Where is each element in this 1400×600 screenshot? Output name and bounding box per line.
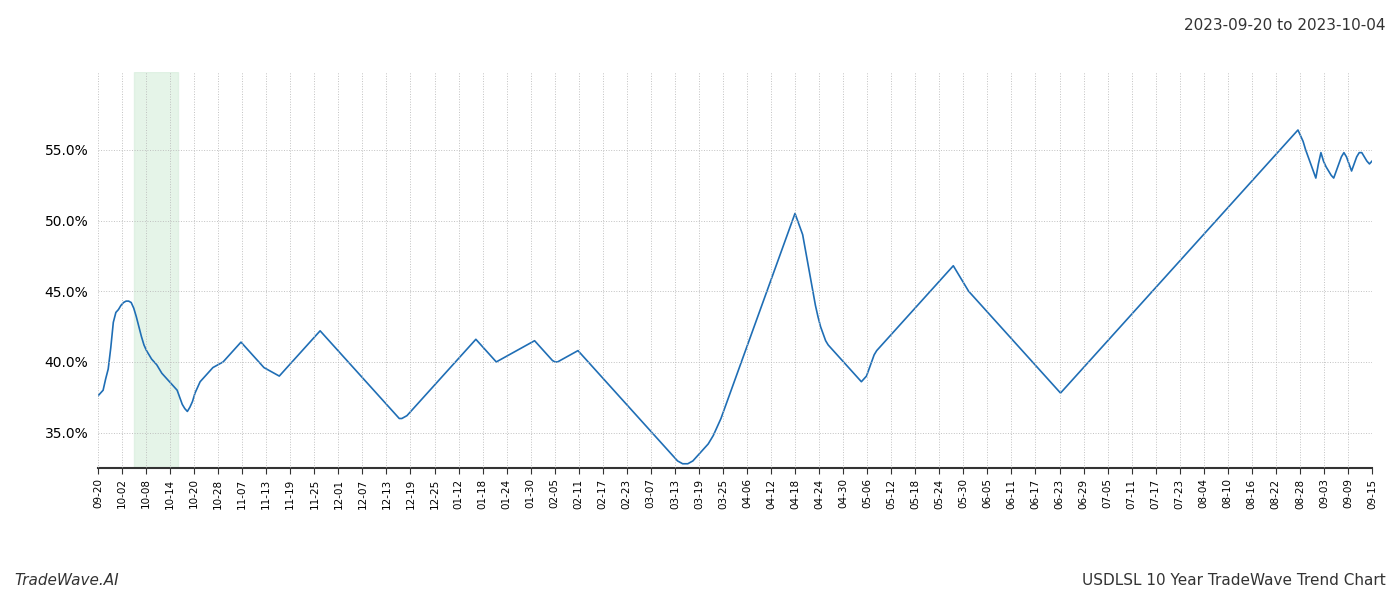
Text: USDLSL 10 Year TradeWave Trend Chart: USDLSL 10 Year TradeWave Trend Chart	[1082, 573, 1386, 588]
Text: TradeWave.AI: TradeWave.AI	[14, 573, 119, 588]
Text: 2023-09-20 to 2023-10-04: 2023-09-20 to 2023-10-04	[1184, 18, 1386, 33]
Bar	[133, 72, 178, 468]
